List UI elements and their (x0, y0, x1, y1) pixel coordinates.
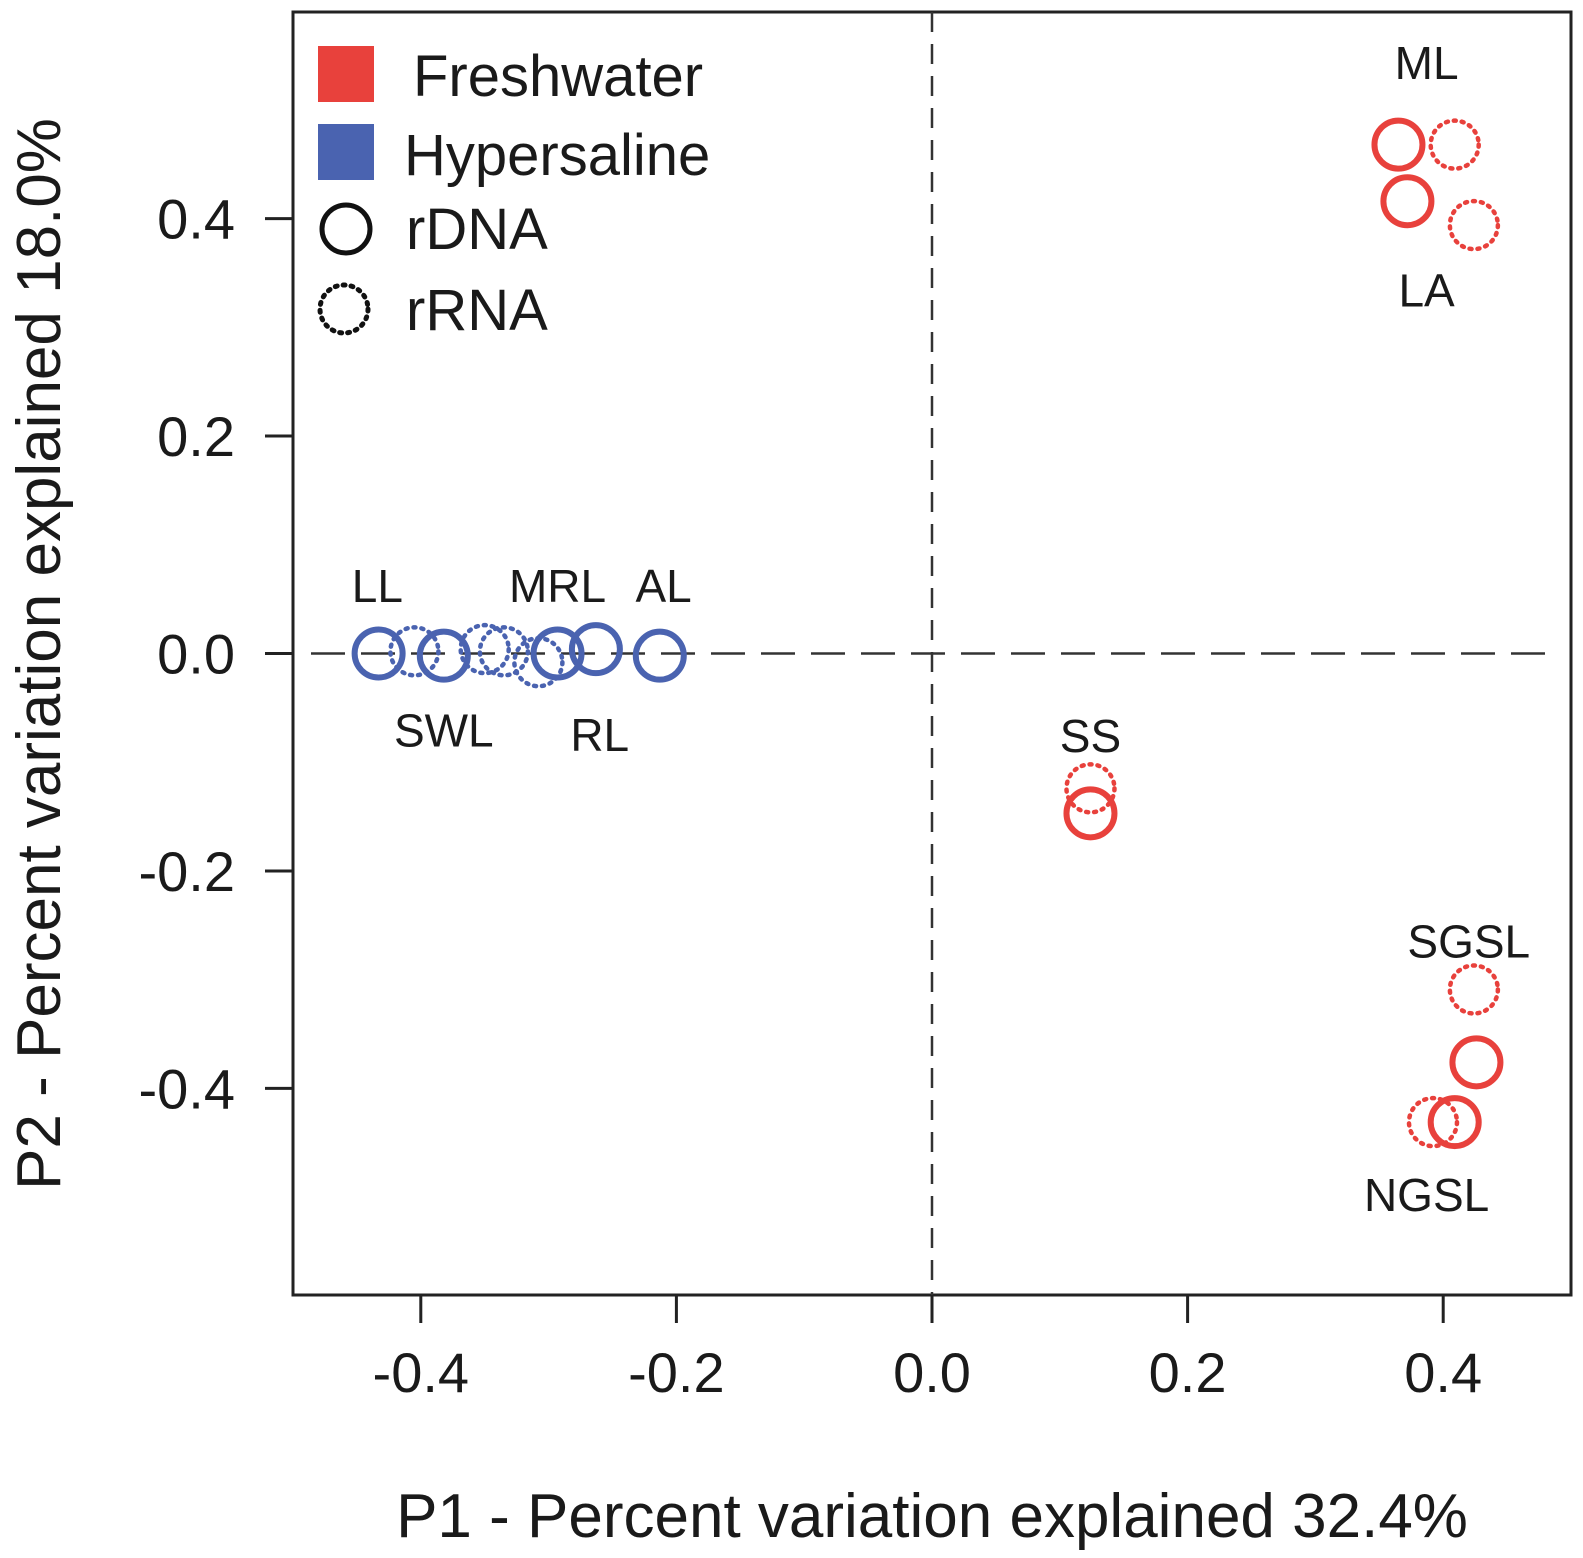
freshwater-rdna-point (1427, 1095, 1482, 1150)
x-tick-label: 0.4 (1404, 1341, 1482, 1404)
freshwater-rdna-point (1371, 117, 1426, 172)
legend: Freshwater Hypersaline rDNA rRNA (317, 44, 710, 343)
freshwater-rrna-point (1428, 118, 1481, 171)
point-label: LL (352, 560, 403, 612)
y-tick-label: -0.2 (139, 840, 236, 903)
y-tick-label: 0.4 (157, 188, 235, 251)
hypersaline-rdna-point (416, 628, 471, 683)
freshwater-rdna-point (1380, 174, 1435, 229)
y-axis: -0.4 -0.2 0.0 0.2 0.4 (139, 188, 293, 1120)
point-label: SS (1060, 710, 1121, 762)
reference-lines (311, 12, 1553, 1295)
hypersaline-rdna-point (632, 628, 687, 683)
x-tick-label: -0.2 (628, 1341, 725, 1404)
point-label: SWL (394, 705, 494, 757)
data-points (351, 117, 1504, 1150)
freshwater-rrna-point (1447, 198, 1501, 252)
y-tick-label: 0.0 (157, 623, 235, 686)
freshwater-rdna-point (1449, 1035, 1504, 1090)
hypersaline-rrna-point (388, 625, 441, 678)
freshwater-rdna-point (1063, 786, 1118, 841)
x-tick-label: 0.0 (893, 1341, 971, 1404)
hypersaline-rdna-point (568, 622, 623, 677)
hypersaline-rdna-point (351, 626, 406, 681)
legend-label-hypersaline: Hypersaline (404, 123, 710, 188)
legend-rrna-dotted-circle-icon (317, 282, 371, 336)
y-tick-label: 0.2 (157, 405, 235, 468)
point-label: ML (1395, 37, 1459, 89)
freshwater-rrna-point (1447, 963, 1501, 1016)
y-axis-title: P2 - Percent variation explained 18.0% (5, 118, 74, 1190)
point-label: NGSL (1364, 1169, 1489, 1221)
point-label: AL (635, 560, 691, 612)
hypersaline-rrna-point (458, 622, 511, 676)
point-label: LA (1398, 264, 1455, 316)
freshwater-rrna-point (1064, 762, 1117, 815)
legend-label-rrna: rRNA (406, 278, 548, 343)
x-tick-label: -0.4 (373, 1341, 470, 1404)
x-axis-title: P1 - Percent variation explained 32.4% (396, 1482, 1468, 1551)
point-labels: ML LA LL MRL AL SWL RL SS SGSL NGSL (352, 37, 1530, 1221)
legend-rdna-circle-icon (319, 202, 373, 256)
legend-label-freshwater: Freshwater (413, 44, 703, 109)
freshwater-rrna-point (1406, 1095, 1460, 1149)
legend-swatch-freshwater (318, 46, 374, 102)
hypersaline-rdna-point (530, 626, 585, 681)
y-tick-label: -0.4 (139, 1057, 236, 1120)
point-label: SGSL (1407, 916, 1530, 968)
x-axis: -0.4 -0.2 0.0 0.2 0.4 (373, 1295, 1482, 1404)
legend-swatch-hypersaline (318, 124, 374, 180)
point-label: MRL (509, 560, 606, 612)
legend-label-rdna: rDNA (406, 197, 548, 262)
x-tick-label: 0.2 (1149, 1341, 1227, 1404)
point-label: RL (570, 709, 629, 761)
hypersaline-rrna-point (477, 625, 531, 678)
